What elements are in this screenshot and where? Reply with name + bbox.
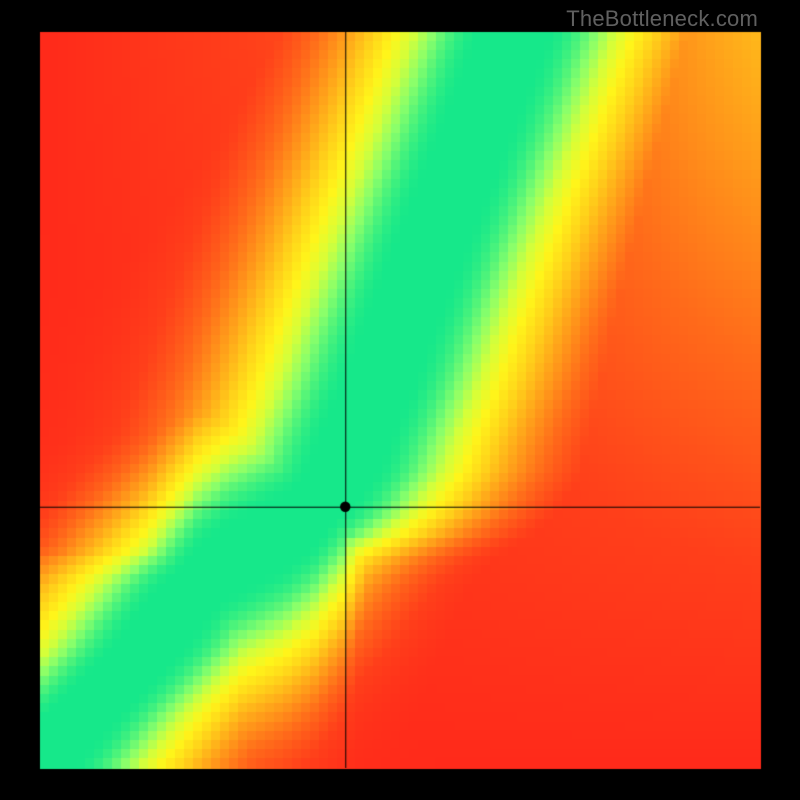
watermark-text: TheBottleneck.com [566, 6, 758, 32]
chart-container: TheBottleneck.com [0, 0, 800, 800]
bottleneck-heatmap [0, 0, 800, 800]
